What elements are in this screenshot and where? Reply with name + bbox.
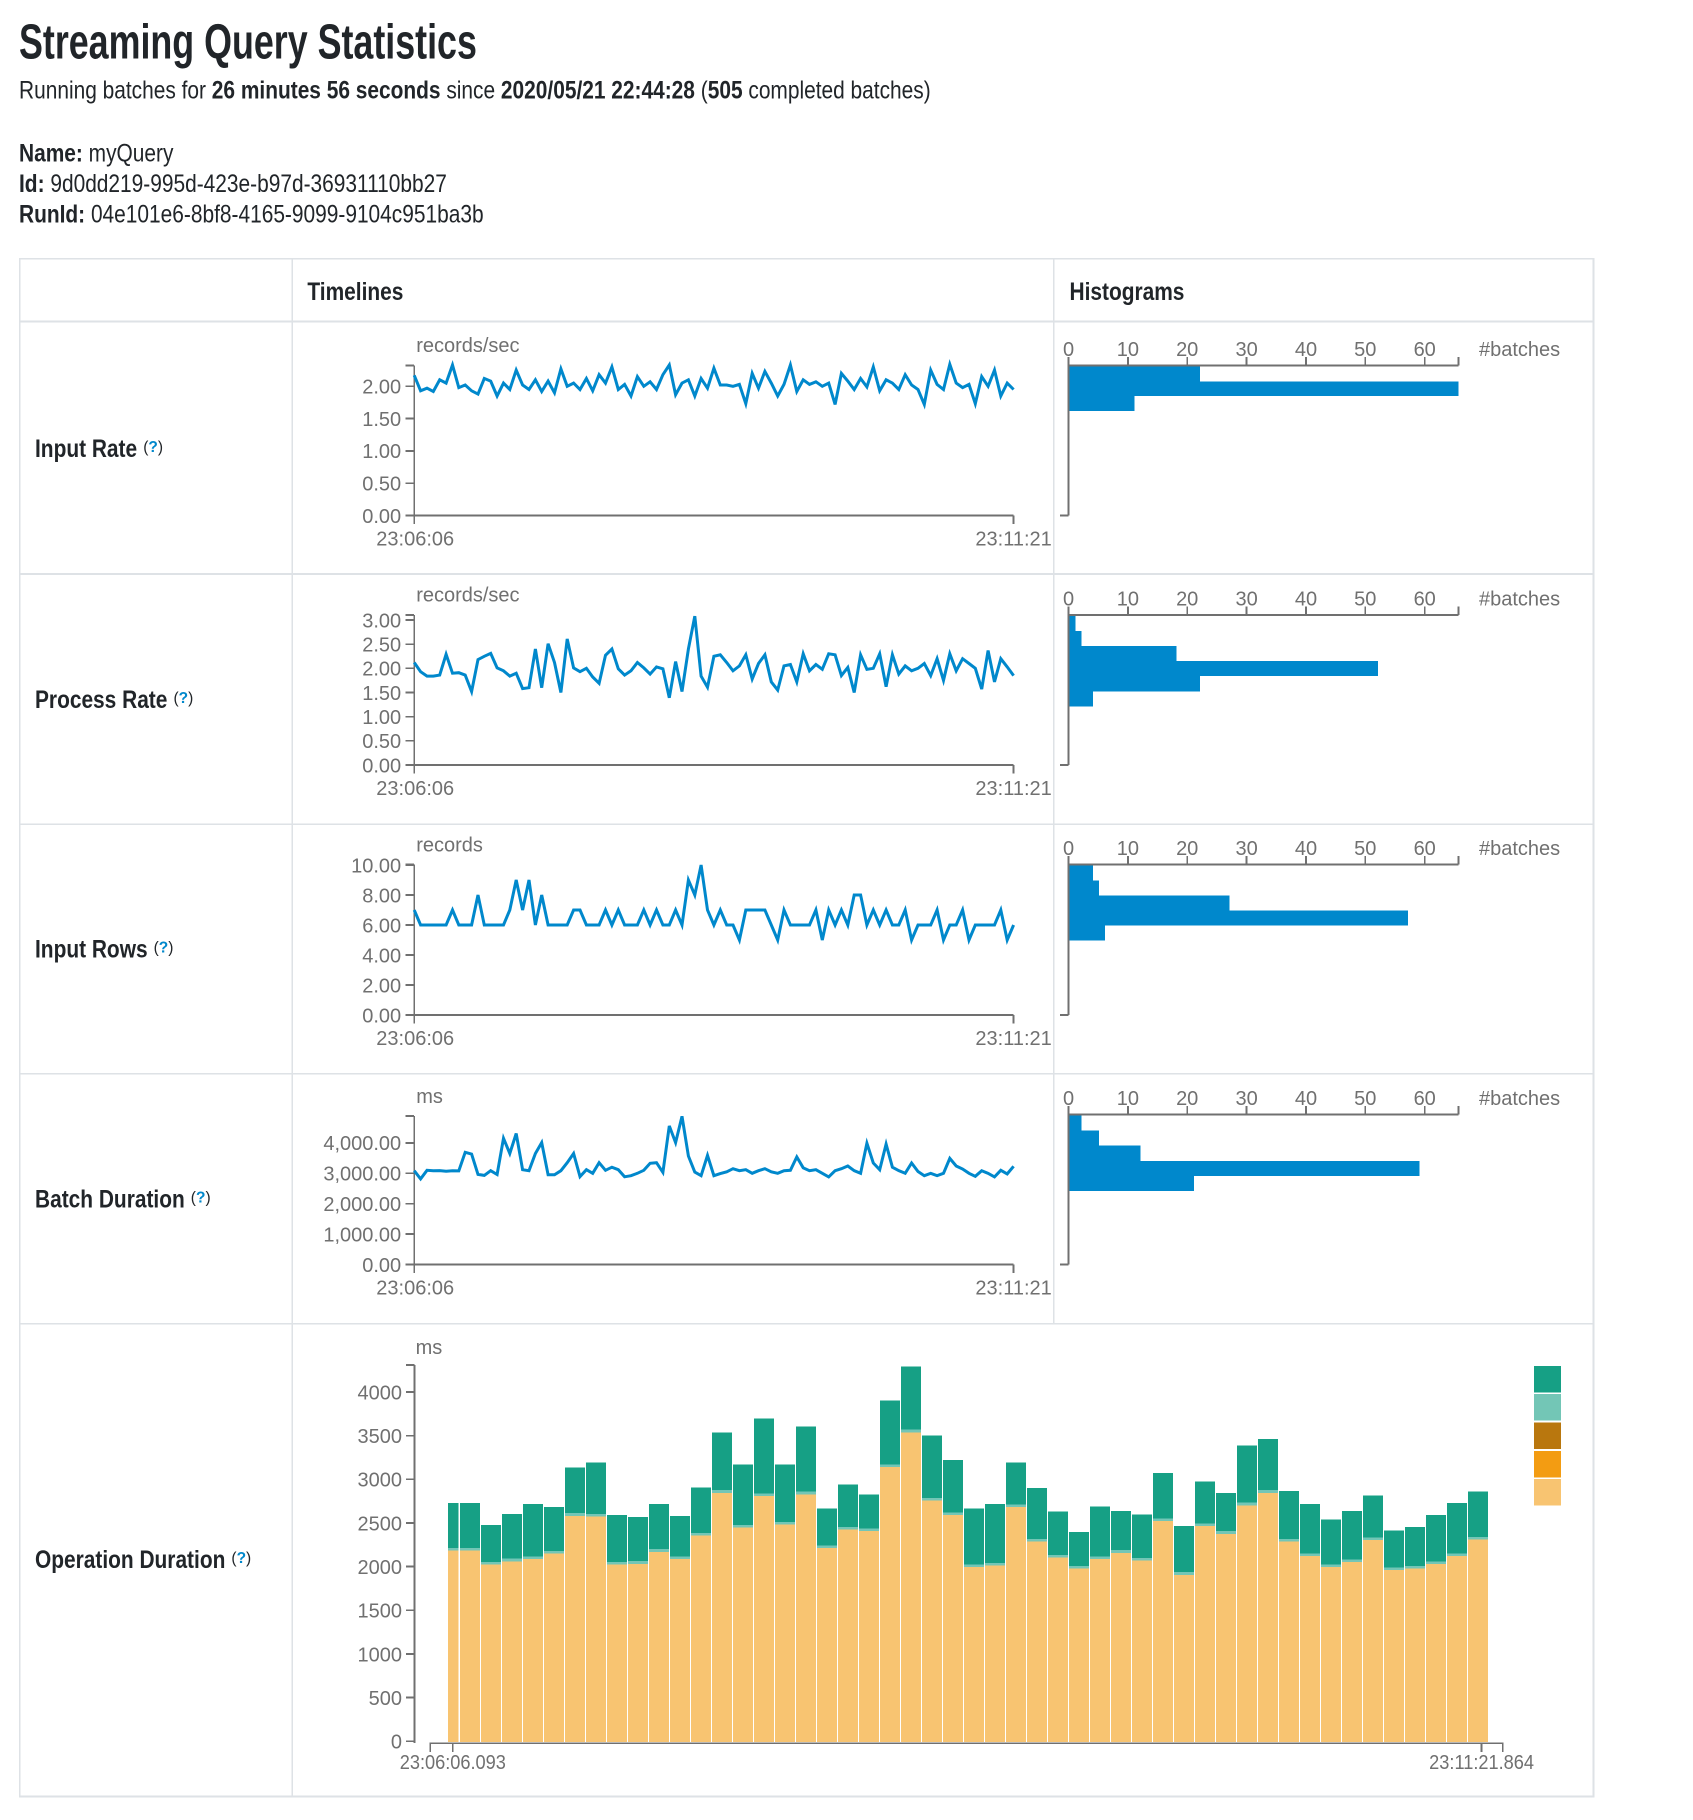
svg-text:0.00: 0.00	[362, 1255, 401, 1277]
svg-text:23:11:21: 23:11:21	[975, 1028, 1051, 1050]
svg-text:(?): (?)	[191, 1190, 211, 1207]
svg-text:0.00: 0.00	[362, 506, 401, 528]
svg-text:1.00: 1.00	[362, 441, 401, 463]
svg-text:1.50: 1.50	[362, 409, 401, 431]
svg-text:60: 60	[1414, 1088, 1436, 1110]
svg-text:1.00: 1.00	[362, 707, 401, 729]
svg-text:0: 0	[1063, 339, 1074, 361]
svg-text:0: 0	[1063, 1088, 1074, 1110]
svg-text:20: 20	[1176, 1088, 1198, 1110]
svg-text:#batches: #batches	[1479, 838, 1560, 860]
svg-text:10: 10	[1117, 339, 1139, 361]
svg-text:60: 60	[1414, 589, 1436, 611]
svg-text:1500: 1500	[358, 1601, 403, 1623]
svg-text:Histograms: Histograms	[1070, 277, 1185, 305]
svg-text:1,000.00: 1,000.00	[323, 1224, 401, 1246]
svg-text:Input Rate: Input Rate	[35, 434, 137, 462]
svg-text:Operation Duration: Operation Duration	[35, 1545, 225, 1573]
svg-text:Running batches for 26 minutes: Running batches for 26 minutes 56 second…	[19, 76, 931, 104]
svg-text:Name: myQuery: Name: myQuery	[19, 139, 174, 167]
svg-text:4.00: 4.00	[362, 945, 401, 967]
svg-text:#batches: #batches	[1479, 589, 1560, 611]
svg-text:(?): (?)	[154, 940, 174, 957]
svg-text:30: 30	[1235, 589, 1257, 611]
svg-text:1.50: 1.50	[362, 683, 401, 705]
svg-text:6.00: 6.00	[362, 915, 401, 937]
svg-text:(?): (?)	[174, 690, 194, 707]
svg-text:23:06:06: 23:06:06	[376, 529, 454, 551]
svg-text:60: 60	[1414, 339, 1436, 361]
svg-text:4000: 4000	[358, 1382, 403, 1404]
svg-text:0.50: 0.50	[362, 474, 401, 496]
svg-text:10: 10	[1117, 589, 1139, 611]
svg-text:500: 500	[369, 1688, 402, 1710]
svg-text:0.00: 0.00	[362, 755, 401, 777]
svg-text:30: 30	[1235, 838, 1257, 860]
svg-text:50: 50	[1354, 1088, 1376, 1110]
svg-text:2.00: 2.00	[362, 659, 401, 681]
svg-text:23:11:21: 23:11:21	[975, 529, 1051, 551]
svg-text:40: 40	[1295, 838, 1317, 860]
svg-text:2500: 2500	[358, 1513, 403, 1535]
svg-text:20: 20	[1176, 339, 1198, 361]
svg-text:60: 60	[1414, 838, 1436, 860]
svg-text:50: 50	[1354, 339, 1376, 361]
svg-text:20: 20	[1176, 589, 1198, 611]
svg-text:records: records	[416, 835, 483, 857]
svg-text:0: 0	[1063, 589, 1074, 611]
svg-text:23:11:21.864: 23:11:21.864	[1429, 1752, 1534, 1774]
svg-text:40: 40	[1295, 1088, 1317, 1110]
svg-text:23:06:06.093: 23:06:06.093	[400, 1752, 506, 1774]
svg-text:(?): (?)	[143, 439, 163, 456]
svg-text:3,000.00: 3,000.00	[323, 1164, 401, 1186]
svg-text:3500: 3500	[358, 1426, 403, 1448]
svg-text:0: 0	[391, 1732, 402, 1754]
svg-text:23:06:06: 23:06:06	[376, 778, 454, 800]
svg-text:#batches: #batches	[1479, 1088, 1560, 1110]
svg-text:0: 0	[1063, 838, 1074, 860]
svg-text:50: 50	[1354, 838, 1376, 860]
svg-text:records/sec: records/sec	[416, 585, 519, 607]
svg-text:RunId: 04e101e6-8bf8-4165-9099: RunId: 04e101e6-8bf8-4165-9099-9104c951b…	[19, 200, 484, 228]
svg-text:23:06:06: 23:06:06	[376, 1278, 454, 1300]
svg-text:records/sec: records/sec	[416, 335, 519, 357]
svg-text:2.00: 2.00	[362, 377, 401, 399]
svg-text:1000: 1000	[358, 1644, 403, 1666]
svg-text:2.50: 2.50	[362, 635, 401, 657]
svg-text:3.00: 3.00	[362, 610, 401, 632]
svg-text:2.00: 2.00	[362, 975, 401, 997]
svg-text:10.00: 10.00	[351, 855, 401, 877]
svg-text:Process Rate: Process Rate	[35, 685, 168, 713]
svg-text:23:06:06: 23:06:06	[376, 1028, 454, 1050]
svg-text:Id: 9d0dd219-995d-423e-b97d-36: Id: 9d0dd219-995d-423e-b97d-36931110bb27	[19, 169, 447, 197]
svg-text:2,000.00: 2,000.00	[323, 1194, 401, 1216]
svg-text:3000: 3000	[358, 1470, 403, 1492]
svg-text:30: 30	[1235, 1088, 1257, 1110]
svg-text:4,000.00: 4,000.00	[323, 1133, 401, 1155]
svg-text:Timelines: Timelines	[307, 277, 403, 305]
svg-text:#batches: #batches	[1479, 339, 1560, 361]
svg-text:(?): (?)	[231, 1550, 251, 1567]
svg-text:Batch Duration: Batch Duration	[35, 1185, 185, 1213]
svg-text:10: 10	[1117, 1088, 1139, 1110]
svg-text:20: 20	[1176, 838, 1198, 860]
svg-text:40: 40	[1295, 589, 1317, 611]
svg-text:8.00: 8.00	[362, 885, 401, 907]
svg-text:10: 10	[1117, 838, 1139, 860]
svg-text:30: 30	[1235, 339, 1257, 361]
svg-text:ms: ms	[416, 1337, 443, 1359]
svg-text:23:11:21: 23:11:21	[975, 778, 1051, 800]
svg-text:Streaming Query Statistics: Streaming Query Statistics	[19, 15, 477, 70]
svg-text:40: 40	[1295, 339, 1317, 361]
svg-text:Input Rows: Input Rows	[35, 935, 148, 963]
svg-text:23:11:21: 23:11:21	[975, 1278, 1051, 1300]
svg-text:0.50: 0.50	[362, 731, 401, 753]
svg-text:ms: ms	[416, 1086, 443, 1108]
svg-text:50: 50	[1354, 589, 1376, 611]
svg-text:2000: 2000	[358, 1557, 403, 1579]
svg-text:0.00: 0.00	[362, 1005, 401, 1027]
